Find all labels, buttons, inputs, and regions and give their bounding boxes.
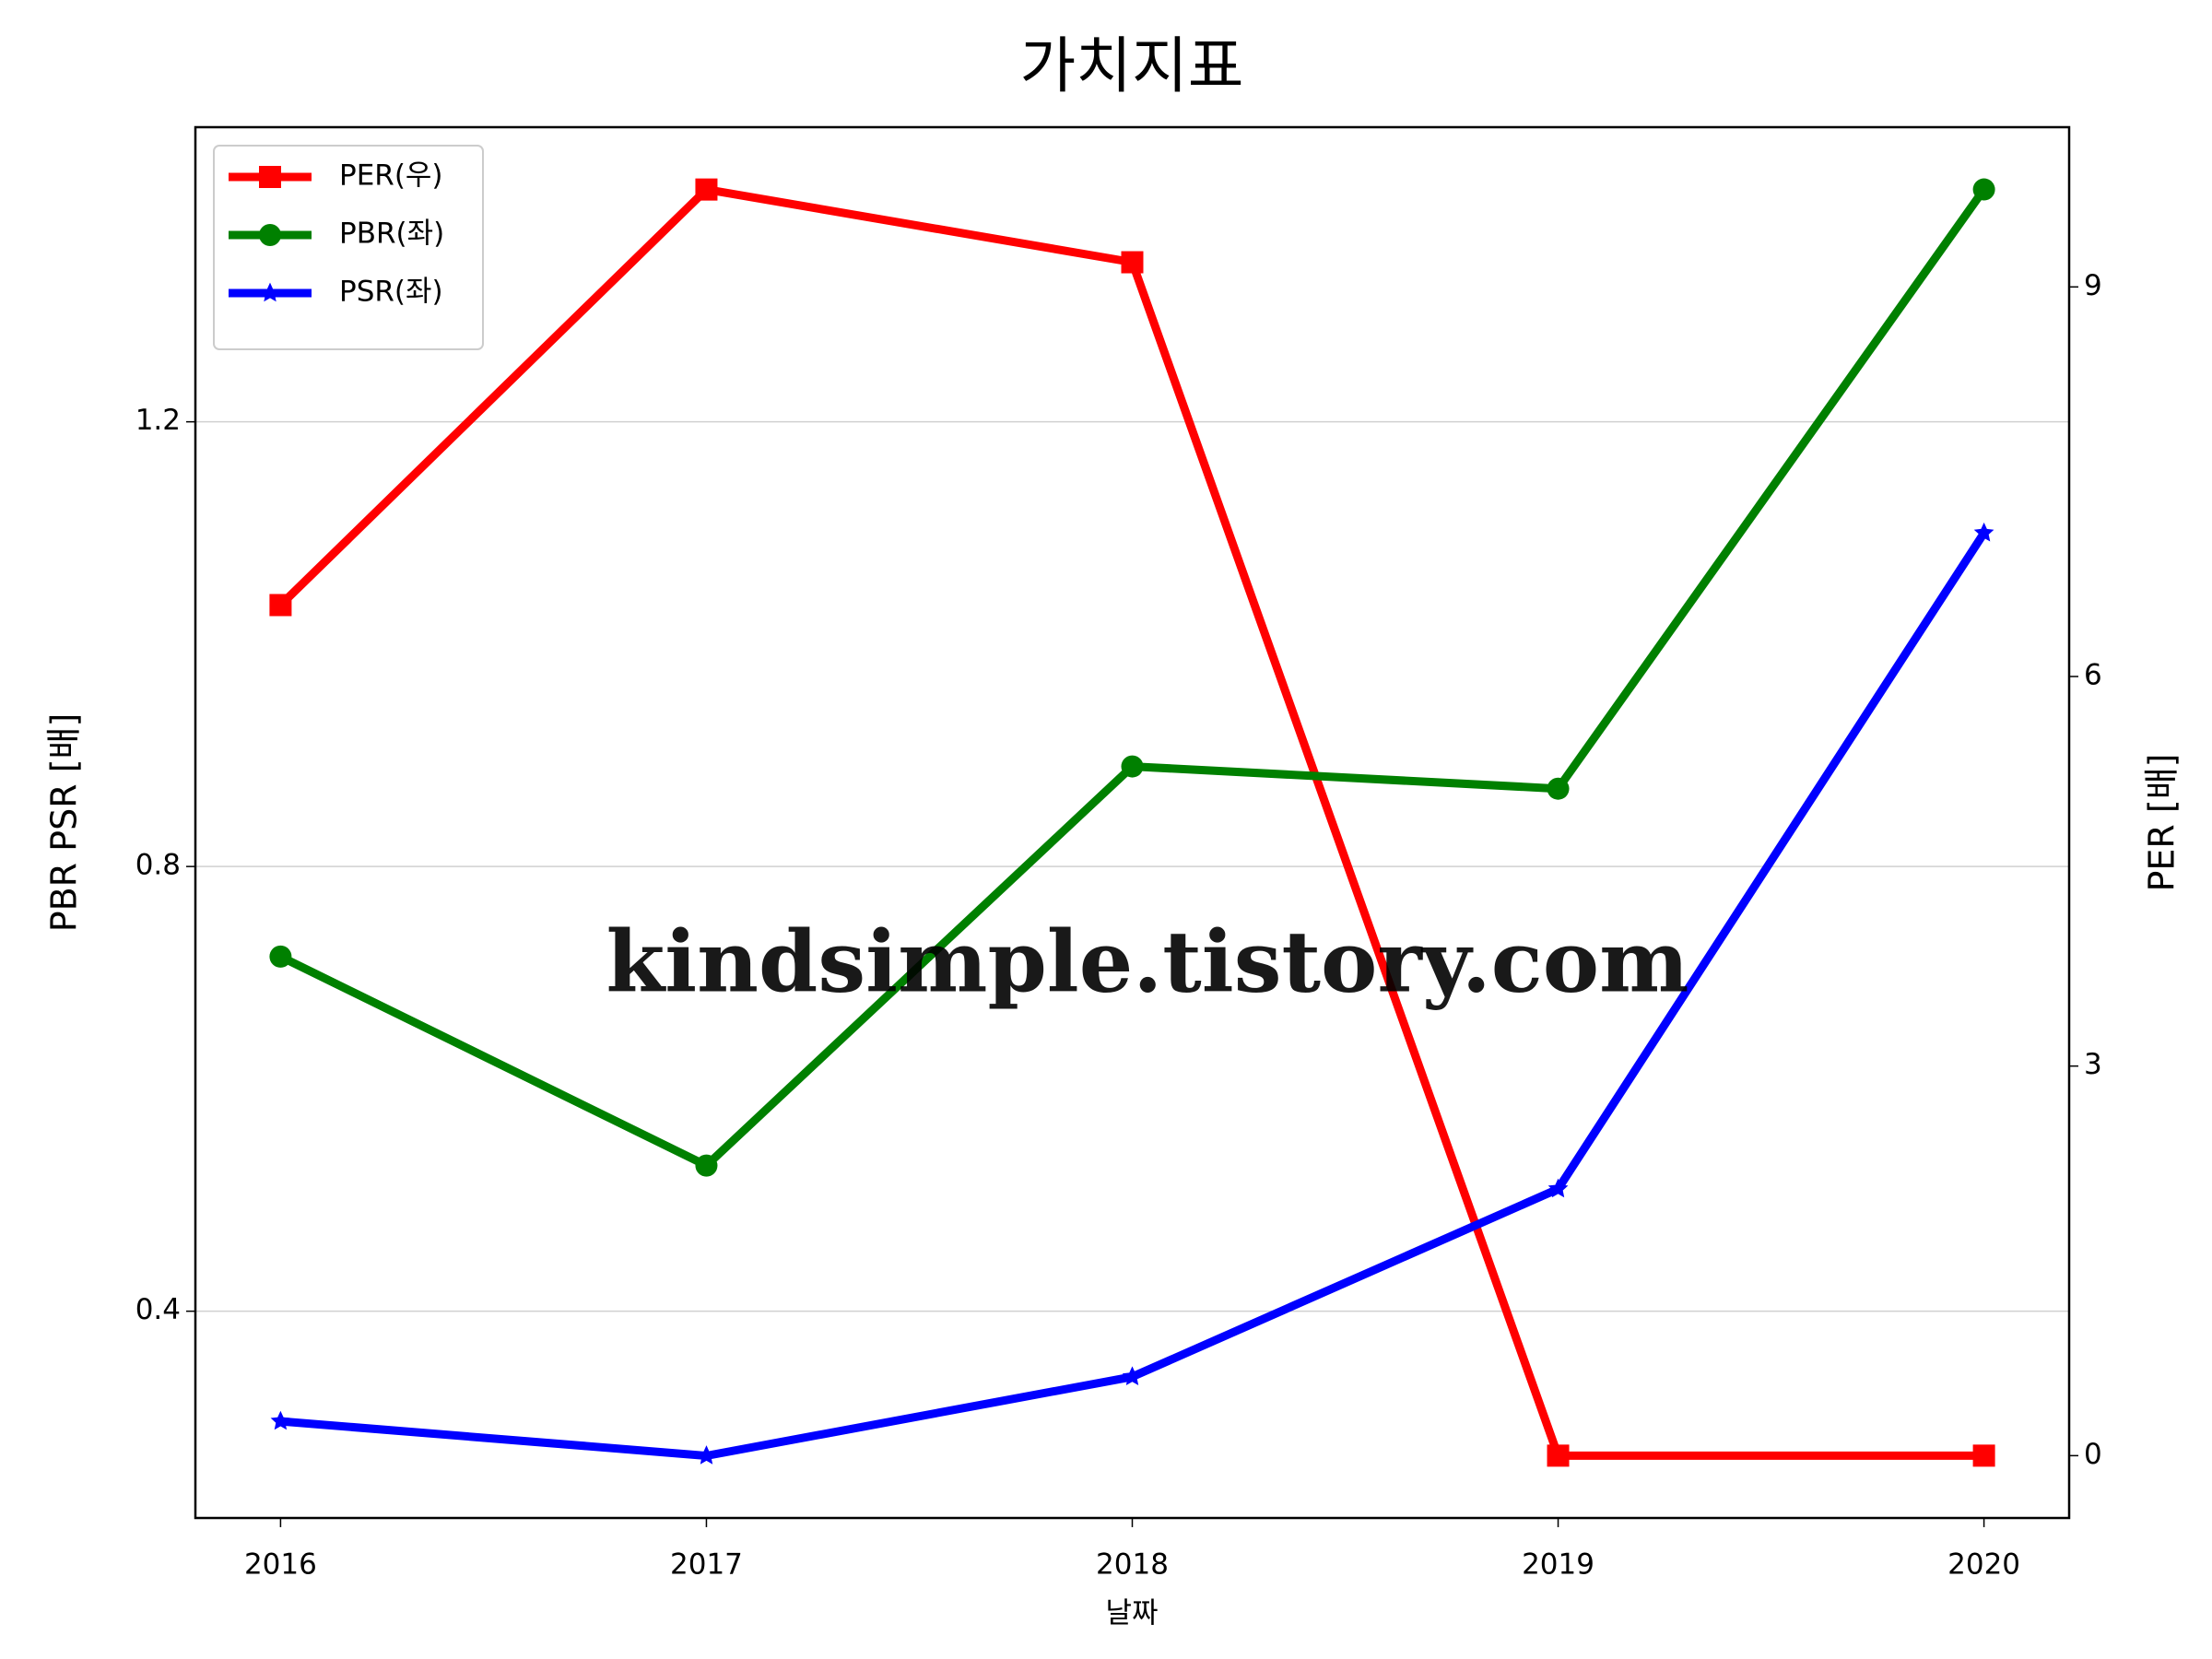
marker: [1547, 1444, 1570, 1467]
marker: [1973, 522, 1994, 542]
marker: [696, 1445, 717, 1465]
watermark: kindsimple.tistory.com: [606, 912, 1688, 1012]
legend-label: PER(우): [339, 159, 443, 193]
marker: [1121, 755, 1144, 778]
legend-label: PBR(좌): [339, 218, 444, 251]
legend-box: [213, 145, 484, 350]
legend-marker: [260, 282, 280, 302]
marker: [269, 594, 292, 617]
y2-tick-label: 3: [2084, 1048, 2102, 1081]
y-tick-label: 1.2: [135, 404, 181, 437]
marker: [1547, 777, 1570, 800]
legend-marker: [259, 166, 281, 188]
y-tick-label: 0.4: [135, 1293, 181, 1326]
marker: [1121, 251, 1144, 274]
marker: [1122, 1366, 1143, 1385]
y2-tick-label: 6: [2084, 658, 2102, 691]
marker: [695, 1154, 718, 1177]
x-axis-label: 날짜: [1105, 1597, 1158, 1630]
plot-frame: [194, 125, 2071, 1520]
marker: [695, 178, 718, 201]
legend-label: PSR(좌): [339, 276, 443, 309]
marker: [270, 1410, 291, 1430]
x-tick-label: 2020: [1947, 1548, 2020, 1582]
marker: [1972, 1444, 1995, 1467]
legend-marker: [259, 224, 281, 246]
y2-tick-label: 9: [2084, 269, 2102, 302]
marker: [1972, 178, 1995, 201]
marker: [269, 945, 292, 968]
y-axis-label: PBR PSR [배]: [44, 713, 85, 933]
x-tick-label: 2018: [1096, 1548, 1169, 1582]
marker: [1547, 1178, 1569, 1198]
y-tick-label: 0.8: [135, 849, 181, 882]
x-tick-label: 2016: [244, 1548, 317, 1582]
x-tick-label: 2019: [1522, 1548, 1594, 1582]
y2-tick-label: 0: [2084, 1438, 2102, 1471]
chart-title: 가치지표: [1020, 30, 1244, 101]
x-tick-label: 2017: [670, 1548, 743, 1582]
y2-axis-label: PER [배]: [2142, 753, 2183, 891]
